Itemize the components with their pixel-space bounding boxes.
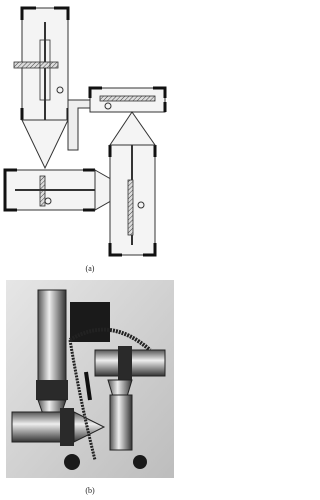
bearing — [137, 201, 145, 209]
tube-corners — [3, 168, 95, 212]
cone — [109, 111, 156, 146]
bracket — [67, 99, 91, 151]
bearing — [56, 86, 64, 94]
figure: (a) (b) — [3, 6, 174, 495]
bearing — [44, 197, 52, 205]
bar — [13, 61, 59, 69]
cone — [21, 119, 69, 170]
diagram — [3, 6, 167, 257]
tube-corners — [88, 86, 167, 112]
horizontal-cylinder — [11, 411, 63, 443]
collar — [60, 408, 74, 446]
gear — [64, 454, 80, 470]
lever — [84, 371, 92, 401]
tube-corners — [108, 145, 157, 257]
vertical-cylinder — [37, 289, 67, 383]
bar — [99, 95, 156, 102]
gear — [133, 455, 147, 469]
housing — [39, 39, 51, 101]
vertical-cylinder — [109, 394, 133, 451]
collar — [36, 380, 68, 400]
chain — [68, 339, 97, 461]
photo — [6, 280, 174, 478]
bar — [127, 179, 134, 236]
bearing — [104, 102, 112, 110]
panel-label: (a) — [86, 264, 95, 273]
chain — [68, 327, 152, 352]
collar — [118, 346, 132, 380]
panel-label: (b) — [85, 486, 95, 495]
tube-corners — [20, 6, 70, 120]
